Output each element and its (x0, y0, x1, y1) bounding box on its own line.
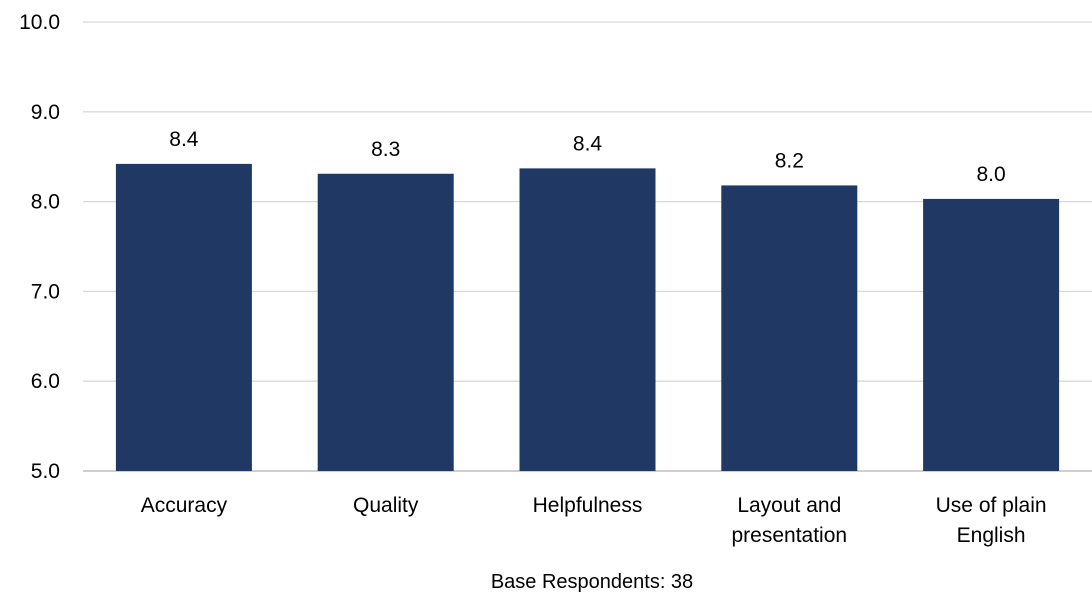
bar (923, 198, 1060, 471)
y-tick-label: 8.0 (31, 191, 60, 214)
y-axis-tick-labels: 5.0 6.0 7.0 8.0 9.0 10.0 (19, 11, 60, 483)
category-label: Quality (353, 494, 419, 517)
bars (115, 163, 1060, 471)
y-tick-label: 9.0 (31, 101, 60, 124)
bar (317, 173, 454, 471)
data-label: 8.2 (775, 149, 804, 172)
y-tick-label: 6.0 (31, 370, 60, 393)
category-label: Layout and presentation (732, 494, 848, 547)
data-label: 8.3 (371, 138, 400, 161)
y-tick-label: 7.0 (31, 280, 60, 303)
bar (115, 163, 252, 471)
data-label: 8.0 (976, 163, 1005, 186)
bar (519, 168, 656, 471)
data-label: 8.4 (169, 128, 199, 151)
category-label: Accuracy (141, 494, 228, 517)
y-tick-label: 5.0 (31, 460, 60, 483)
category-label: Helpfulness (533, 494, 643, 517)
base-respondents-note: Base Respondents: 38 (491, 571, 693, 593)
y-tick-label: 10.0 (19, 11, 60, 34)
data-labels: 8.4 8.3 8.4 8.2 8.0 (169, 128, 1005, 186)
category-labels: Accuracy Quality Helpfulness Layout and pres… (141, 494, 1047, 547)
category-label: Use of plain English (936, 494, 1047, 547)
data-label: 8.4 (573, 132, 603, 155)
bar (721, 185, 858, 471)
